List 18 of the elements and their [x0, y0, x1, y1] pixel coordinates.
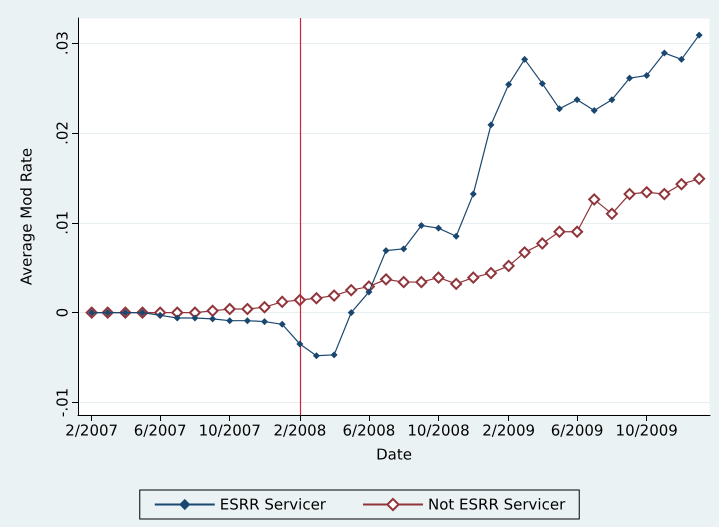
y-tick-label: .02 — [54, 121, 72, 145]
x-tick-label: 10/2007 — [198, 422, 261, 440]
x-tick-label: 2/2007 — [65, 422, 118, 440]
x-tick-label: 6/2008 — [342, 422, 396, 440]
x-tick-label: 2/2009 — [482, 422, 536, 440]
y-axis-title: Average Mod Rate — [18, 148, 36, 286]
legend-label: Not ESRR Servicer — [428, 496, 566, 514]
y-tick-label: .03 — [54, 31, 72, 56]
x-tick-label: 2/2008 — [273, 422, 326, 440]
x-tick-label: 10/2008 — [407, 422, 470, 440]
x-tick-label: 6/2009 — [550, 422, 604, 440]
x-axis-title: Date — [376, 446, 412, 464]
y-tick-label: -.01 — [54, 388, 72, 418]
y-tick-label: 0 — [54, 308, 72, 318]
x-tick-label: 6/2007 — [134, 422, 187, 440]
x-tick-label: 10/2009 — [616, 422, 678, 440]
y-tick-label: .01 — [54, 210, 72, 235]
legend-label: ESRR Servicer — [220, 496, 327, 514]
